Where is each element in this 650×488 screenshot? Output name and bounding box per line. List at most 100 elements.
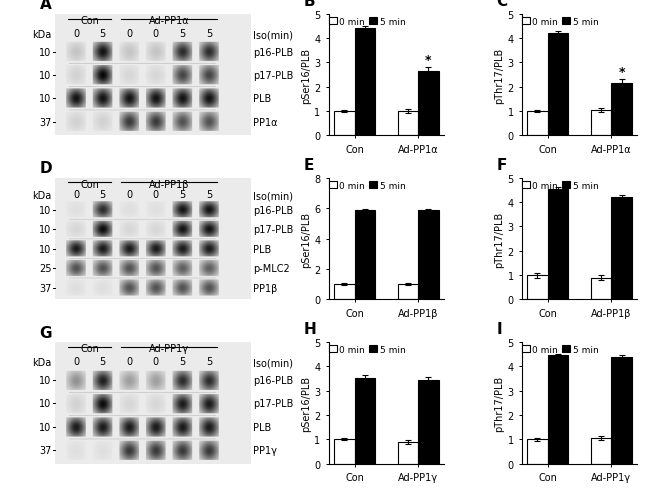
Bar [334,439,354,464]
Text: 0: 0 [126,356,133,366]
Text: Ad-PP1γ: Ad-PP1γ [149,344,189,354]
Bar [354,379,375,464]
Text: 37: 37 [39,284,51,293]
Y-axis label: pThr17/PLB: pThr17/PLB [495,211,504,267]
Text: PP1α: PP1α [253,117,278,127]
Text: 5: 5 [179,29,185,39]
Text: 0: 0 [153,29,159,39]
Text: A: A [40,0,51,12]
Text: E: E [304,158,314,172]
Bar [612,198,632,300]
Y-axis label: pSer16/PLB: pSer16/PLB [302,375,311,431]
Text: PLB: PLB [253,244,271,254]
Text: F: F [497,158,507,172]
Bar [334,112,354,136]
Bar [527,276,547,300]
Bar [591,110,612,136]
Text: p17-PLB: p17-PLB [253,71,293,81]
Legend: 0 min, 5 min: 0 min, 5 min [521,181,599,191]
Text: PP1β: PP1β [253,284,277,293]
Text: 5: 5 [99,189,106,200]
Text: 10: 10 [39,48,51,58]
Text: p17-PLB: p17-PLB [253,225,293,235]
Text: 5: 5 [179,189,185,200]
Bar [527,439,547,464]
Text: 10: 10 [39,244,51,254]
Text: Iso(min): Iso(min) [253,30,292,40]
Y-axis label: pThr17/PLB: pThr17/PLB [495,375,504,431]
Text: 37: 37 [39,445,51,455]
Text: 0: 0 [126,29,133,39]
Text: 25: 25 [39,264,51,274]
Bar [612,357,632,464]
Text: 10: 10 [39,94,51,104]
Bar [591,438,612,464]
Text: PLB: PLB [253,94,271,104]
Text: 5: 5 [99,356,106,366]
Bar [527,112,547,136]
Text: Con: Con [80,344,99,354]
Text: p16-PLB: p16-PLB [253,375,293,386]
Bar [547,356,568,464]
Bar [398,442,419,464]
Text: 0: 0 [73,189,79,200]
Bar [547,189,568,300]
Bar [354,210,375,300]
Text: Iso(min): Iso(min) [253,358,292,367]
Bar [398,285,419,300]
Text: 10: 10 [39,205,51,216]
Bar [419,72,439,136]
Text: 37: 37 [39,117,51,127]
Text: kDa: kDa [32,191,51,201]
Bar [398,112,419,136]
Text: kDa: kDa [32,358,51,367]
Bar [419,211,439,300]
Bar [612,84,632,136]
Y-axis label: pSer16/PLB: pSer16/PLB [302,211,311,267]
Y-axis label: pThr17/PLB: pThr17/PLB [495,47,504,103]
Text: 10: 10 [39,375,51,386]
Text: PP1γ: PP1γ [253,445,277,455]
Legend: 0 min, 5 min: 0 min, 5 min [328,345,406,355]
Text: 10: 10 [39,225,51,235]
Text: H: H [304,321,317,336]
Text: I: I [497,321,502,336]
Text: kDa: kDa [32,30,51,40]
Text: 10: 10 [39,71,51,81]
Text: Con: Con [80,180,99,189]
Text: 5: 5 [206,29,212,39]
Text: Ad-PP1α: Ad-PP1α [149,16,189,26]
Legend: 0 min, 5 min: 0 min, 5 min [328,17,406,27]
Legend: 0 min, 5 min: 0 min, 5 min [521,345,599,355]
Text: *: * [425,54,432,67]
Text: 5: 5 [179,356,185,366]
Text: C: C [497,0,508,9]
Text: 10: 10 [39,422,51,432]
Text: G: G [40,325,52,340]
Text: 0: 0 [73,356,79,366]
Text: PLB: PLB [253,422,271,432]
Text: 10: 10 [39,399,51,408]
Text: p16-PLB: p16-PLB [253,205,293,216]
Text: Con: Con [80,16,99,26]
Text: Iso(min): Iso(min) [253,191,292,201]
Text: D: D [40,161,52,176]
Text: 0: 0 [73,29,79,39]
Text: 5: 5 [206,356,212,366]
Text: p16-PLB: p16-PLB [253,48,293,58]
Legend: 0 min, 5 min: 0 min, 5 min [328,181,406,191]
Bar [419,380,439,464]
Text: B: B [304,0,315,9]
Text: p-MLC2: p-MLC2 [253,264,289,274]
Text: 0: 0 [153,356,159,366]
Text: Ad-PP1β: Ad-PP1β [149,180,189,189]
Text: p17-PLB: p17-PLB [253,399,293,408]
Text: 0: 0 [153,189,159,200]
Text: 5: 5 [206,189,212,200]
Bar [547,34,568,136]
Text: 5: 5 [99,29,106,39]
Text: *: * [618,66,625,79]
Text: 0: 0 [126,189,133,200]
Bar [591,278,612,300]
Bar [334,285,354,300]
